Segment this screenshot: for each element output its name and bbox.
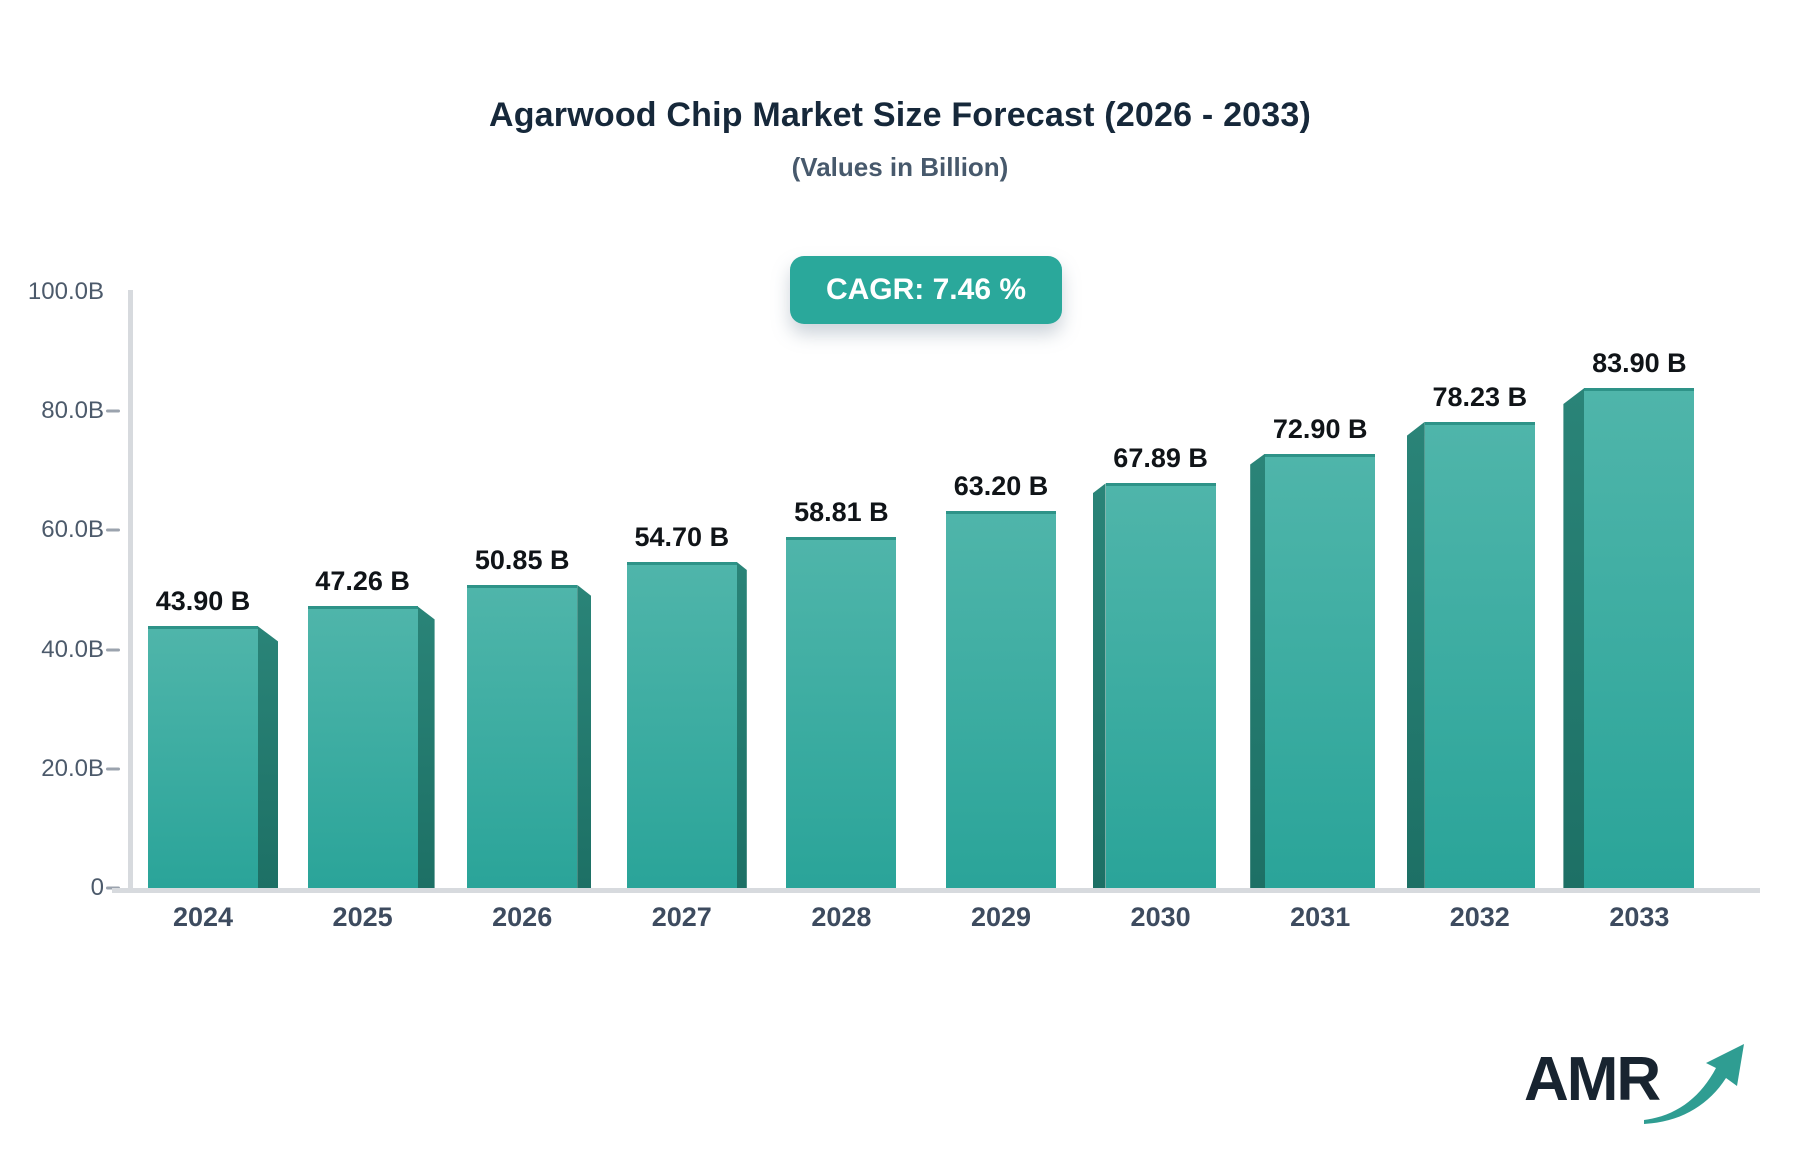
x-tick-label-2027: 2027 [651, 902, 712, 932]
bar-side-face-2030 [1092, 483, 1106, 888]
amr-logo-text: AMR [1524, 1045, 1661, 1114]
bar-2024[interactable] [148, 626, 258, 888]
amr-logo: AMR [1524, 1036, 1744, 1126]
chart-title: Agarwood Chip Market Size Forecast (2026… [488, 96, 1312, 134]
bar-side-face-2027 [736, 561, 747, 888]
bar-2026[interactable] [467, 584, 578, 888]
cagr-badge: CAGR: 7.46 % [790, 256, 1062, 324]
y-tick-mark [106, 528, 120, 532]
y-tick-mark [106, 648, 120, 652]
bar-value-label-2033: 83.90 B [1592, 347, 1687, 378]
x-tick-label-2030: 2030 [1130, 902, 1191, 932]
x-tick-label-2025: 2025 [332, 902, 393, 932]
x-tick-label-2028: 2028 [811, 902, 872, 932]
bar-2030[interactable] [1105, 483, 1216, 888]
y-tick-mark [106, 767, 120, 771]
bar-side-face-2026 [577, 584, 592, 888]
bar-value-label-2030: 67.89 B [1113, 443, 1208, 474]
bar-2028[interactable] [786, 537, 897, 888]
bar-value-label-2031: 72.90 B [1272, 413, 1368, 444]
y-tick-label-80.0B: 80.0B [41, 397, 104, 425]
bar-side-face-2024 [258, 626, 278, 888]
x-axis-line [112, 888, 1760, 893]
bar-value-label-2029: 63.20 B [953, 471, 1049, 502]
x-tick-label-2031: 2031 [1290, 902, 1351, 932]
bar-value-label-2028: 58.81 B [794, 497, 889, 528]
x-tick-label-2032: 2032 [1449, 902, 1510, 932]
bar-value-label-2025: 47.26 B [315, 566, 410, 597]
y-tick-label-40.0B: 40.0B [41, 635, 104, 663]
y-axis-line [128, 290, 133, 891]
y-tick-label-60.0B: 60.0B [41, 516, 104, 544]
y-tick-label-100.0B: 100.0B [27, 278, 104, 305]
y-tick-mark [106, 409, 120, 413]
bar-2025[interactable] [307, 606, 418, 888]
y-tick-label-0: 0 [90, 874, 104, 901]
bar-2031[interactable] [1265, 453, 1376, 888]
growth-arrow-icon [1644, 1044, 1744, 1124]
bar-side-face-2031 [1250, 453, 1266, 888]
cagr-badge-label: CAGR: 7.46 % [825, 273, 1027, 306]
x-tick-label-2029: 2029 [970, 902, 1032, 932]
bar-value-label-2024: 43.90 B [155, 586, 251, 617]
x-tick-label-2026: 2026 [492, 902, 553, 932]
bar-2029[interactable] [946, 511, 1056, 888]
x-tick-label-2024: 2024 [172, 902, 234, 932]
chart-subtitle: (Values in Billion) [791, 152, 1009, 182]
bar-value-label-2032: 78.23 B [1432, 381, 1528, 412]
bar-side-face-2032 [1406, 421, 1425, 888]
bar-2032[interactable] [1424, 421, 1535, 888]
bar-side-face-2025 [417, 606, 435, 888]
bar-value-label-2026: 50.85 B [474, 544, 570, 575]
bar-side-face-2033 [1563, 387, 1585, 888]
bar-2033[interactable] [1584, 387, 1695, 888]
bar-2027[interactable] [626, 561, 737, 888]
bar-value-label-2027: 54.70 B [634, 521, 730, 552]
y-tick-label-20.0B: 20.0B [41, 754, 104, 782]
x-tick-label-2033: 2033 [1609, 902, 1670, 932]
